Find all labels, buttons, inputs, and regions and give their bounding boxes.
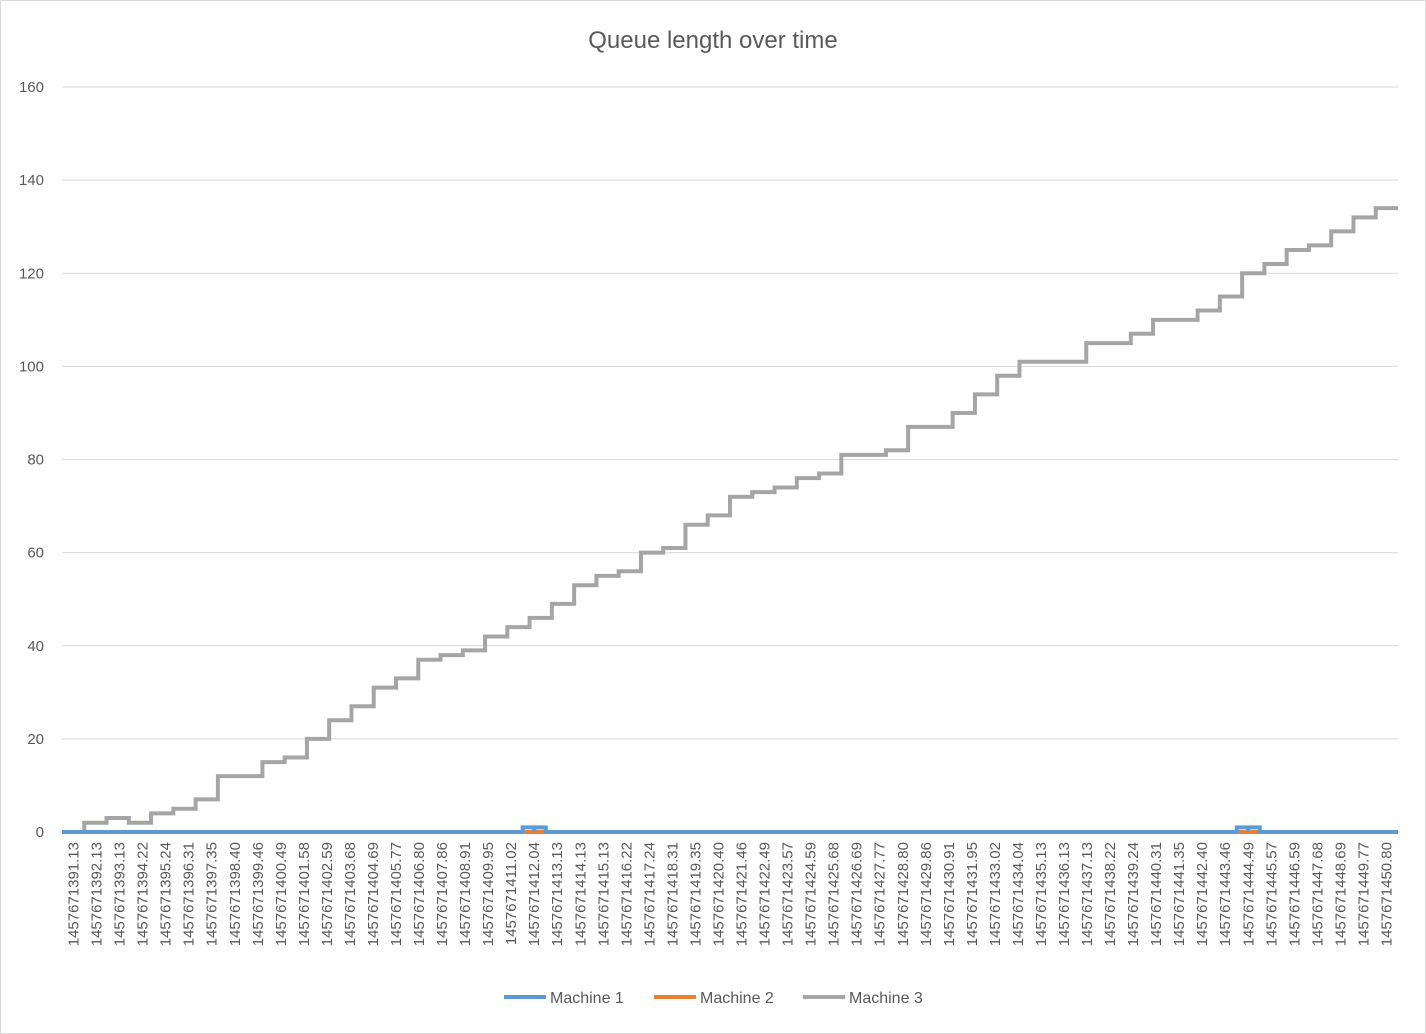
legend-label-machine-1: Machine 1 — [550, 990, 624, 1007]
x-tick-label: 1457671401.58 — [296, 842, 313, 946]
x-tick-label: 1457671422.49 — [757, 842, 774, 946]
series-lines — [62, 206, 1398, 834]
x-tick-label: 1457671403.68 — [342, 842, 359, 946]
x-tick-label: 1457671439.24 — [1125, 842, 1142, 946]
x-tick-label: 1457671395.24 — [158, 842, 175, 946]
x-tick-label: 1457671396.31 — [181, 842, 198, 946]
x-tick-label: 1457671405.77 — [388, 842, 405, 946]
x-tick-label: 1457671435.13 — [1033, 842, 1050, 946]
x-tick-label: 1457671428.80 — [895, 842, 912, 946]
x-tick-label: 1457671393.13 — [112, 842, 129, 946]
x-tick-label: 1457671441.35 — [1171, 842, 1188, 946]
machine-1-spike — [1246, 826, 1251, 832]
x-tick-label: 1457671394.22 — [135, 842, 152, 946]
x-tick-label: 1457671412.04 — [526, 842, 543, 946]
legend-label-machine-2: Machine 2 — [700, 990, 774, 1007]
y-tick-label: 160 — [19, 79, 44, 96]
x-tick-label: 1457671443.46 — [1217, 842, 1234, 946]
x-tick-label: 1457671415.13 — [595, 842, 612, 946]
x-tick-label: 1457671416.22 — [618, 842, 635, 946]
x-tick-label: 1457671436.13 — [1056, 842, 1073, 946]
x-tick-label: 1457671438.22 — [1102, 842, 1119, 946]
y-tick-label: 20 — [27, 731, 44, 748]
y-tick-label: 140 — [19, 172, 44, 189]
x-tick-label: 1457671446.59 — [1286, 842, 1303, 946]
x-tick-label: 1457671433.02 — [987, 842, 1004, 946]
legend-label-machine-3: Machine 3 — [849, 990, 923, 1007]
x-tick-label: 1457671406.80 — [411, 842, 428, 946]
x-tick-label: 1457671424.59 — [803, 842, 820, 946]
x-tick-label: 1457671397.35 — [204, 842, 221, 946]
x-tick-label: 1457671450.80 — [1378, 842, 1395, 946]
x-tick-label: 1457671423.57 — [780, 842, 797, 946]
x-tick-label: 1457671418.31 — [664, 842, 681, 946]
x-tick-label: 1457671419.35 — [687, 842, 704, 946]
x-tick-label: 1457671421.46 — [734, 842, 751, 946]
y-tick-label: 0 — [36, 824, 44, 841]
x-tick-label: 1457671427.77 — [872, 842, 889, 946]
y-tick-label: 100 — [19, 358, 44, 375]
x-tick-label: 1457671398.40 — [227, 842, 244, 946]
x-tick-label: 1457671444.49 — [1240, 842, 1257, 946]
y-tick-label: 120 — [19, 265, 44, 282]
x-axis-ticks: 1457671391.13 1457671392.13 1457671393.13 1… — [66, 842, 1396, 946]
x-tick-label: 1457671430.91 — [941, 842, 958, 946]
x-tick-label: 1457671434.04 — [1010, 842, 1027, 946]
x-tick-label: 1457671425.68 — [826, 842, 843, 946]
x-tick-label: 1457671391.13 — [66, 842, 83, 946]
x-tick-label: 1457671442.40 — [1194, 842, 1211, 946]
x-tick-label: 1457671426.69 — [849, 842, 866, 946]
x-tick-label: 1457671407.86 — [434, 842, 451, 946]
y-tick-label: 40 — [27, 638, 44, 655]
x-tick-label: 1457671409.95 — [480, 842, 497, 946]
x-tick-label: 1457671449.77 — [1355, 842, 1372, 946]
x-tick-label: 1457671404.69 — [365, 842, 382, 946]
gridlines — [62, 86, 1398, 833]
y-tick-label: 60 — [27, 545, 44, 562]
x-tick-label: 1457671400.49 — [273, 842, 290, 946]
machine-1-spike — [532, 826, 537, 832]
series-line-machine-3 — [62, 206, 1398, 834]
x-tick-label: 1457671417.24 — [641, 842, 658, 946]
x-tick-label: 1457671448.69 — [1332, 842, 1349, 946]
x-tick-label: 1457671399.46 — [250, 842, 267, 946]
legend: Machine 1 Machine 2 Machine 3 — [504, 990, 923, 1007]
x-tick-label: 1457671420.40 — [710, 842, 727, 946]
x-tick-label: 1457671402.59 — [319, 842, 336, 946]
x-tick-label: 1457671431.95 — [964, 842, 981, 946]
x-tick-label: 1457671392.13 — [89, 842, 106, 946]
x-tick-label: 1457671413.13 — [549, 842, 566, 946]
x-tick-label: 1457671408.91 — [457, 842, 474, 946]
x-tick-label: 1457671411.02 — [503, 842, 520, 945]
x-tick-label: 1457671440.31 — [1148, 842, 1165, 946]
x-tick-label: 1457671445.57 — [1263, 842, 1280, 946]
x-tick-label: 1457671447.68 — [1309, 842, 1326, 946]
series-line-machine-1 — [62, 825, 1398, 834]
chart-title: Queue length over time — [588, 27, 837, 54]
x-tick-label: 1457671429.86 — [918, 842, 935, 946]
x-tick-label: 1457671437.13 — [1079, 842, 1096, 946]
y-tick-label: 80 — [27, 452, 44, 469]
y-axis-ticks: 0 20 40 60 80 100 120 140 160 — [19, 79, 44, 841]
x-tick-label: 1457671414.13 — [572, 842, 589, 946]
